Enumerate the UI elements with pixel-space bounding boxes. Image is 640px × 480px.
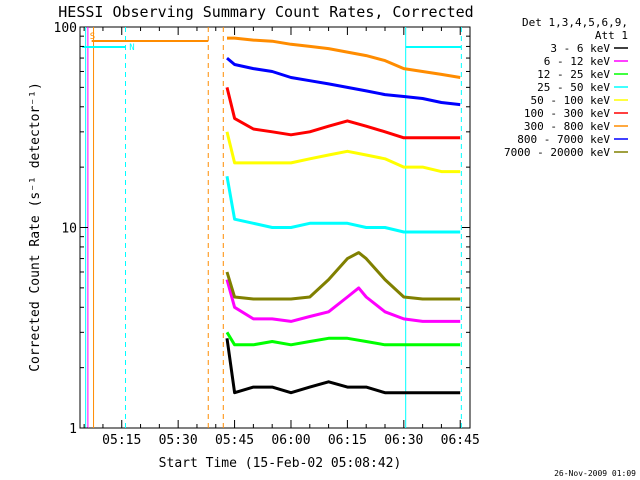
timestamp: 26-Nov-2009 01:09 xyxy=(554,469,636,478)
series-line-5 xyxy=(225,87,461,140)
x-tick-label: 06:15 xyxy=(328,433,367,448)
series-line-3 xyxy=(225,176,461,234)
series-line-7 xyxy=(226,56,461,107)
x-tick-label: 06:00 xyxy=(271,433,310,448)
legend-header-2: Att 1 xyxy=(595,29,628,42)
y-tick-label: 10 xyxy=(61,222,77,237)
legend-label: 100 - 300 keV xyxy=(524,107,610,120)
legend-header-1: Det 1,3,4,5,6,9, xyxy=(522,16,628,29)
legend-label: 12 - 25 keV xyxy=(537,68,610,81)
x-tick-label: 06:45 xyxy=(441,433,480,448)
x-tick-label: 06:30 xyxy=(384,433,423,448)
legend-label: 25 - 50 keV xyxy=(537,81,610,94)
legend-label: 800 - 7000 keV xyxy=(517,133,610,146)
series-line-2 xyxy=(225,331,461,347)
series-line-6 xyxy=(227,36,461,79)
plot-area: S N 1 10 100 05:15 05:30 05:45 06:00 06:15 06:30 06… xyxy=(54,21,480,448)
flag-label-n: N xyxy=(129,43,134,53)
y-tick-label: 1 xyxy=(69,422,77,437)
legend-label: 7000 - 20000 keV xyxy=(504,146,610,159)
legend-label: 50 - 100 keV xyxy=(531,94,611,107)
legend-label: 300 - 800 keV xyxy=(524,120,610,133)
series-line-0 xyxy=(225,338,461,395)
series-line-8 xyxy=(225,251,461,301)
chart-title: HESSI Observing Summary Count Rates, Cor… xyxy=(58,3,473,21)
x-tick-label: 05:15 xyxy=(102,433,141,448)
y-tick-label: 100 xyxy=(54,21,77,36)
x-tick-label: 05:45 xyxy=(215,433,254,448)
x-tick-label: 05:30 xyxy=(159,433,198,448)
series-line-1 xyxy=(225,279,461,323)
series-line-4 xyxy=(225,131,461,174)
legend-label: 3 - 6 keV xyxy=(550,42,610,55)
x-axis-label: Start Time (15-Feb-02 05:08:42) xyxy=(159,456,402,471)
y-axis-label: Corrected Count Rate (s⁻¹ detector⁻¹) xyxy=(28,82,43,372)
flag-label-s: S xyxy=(90,32,95,42)
legend-label: 6 - 12 keV xyxy=(544,55,611,68)
